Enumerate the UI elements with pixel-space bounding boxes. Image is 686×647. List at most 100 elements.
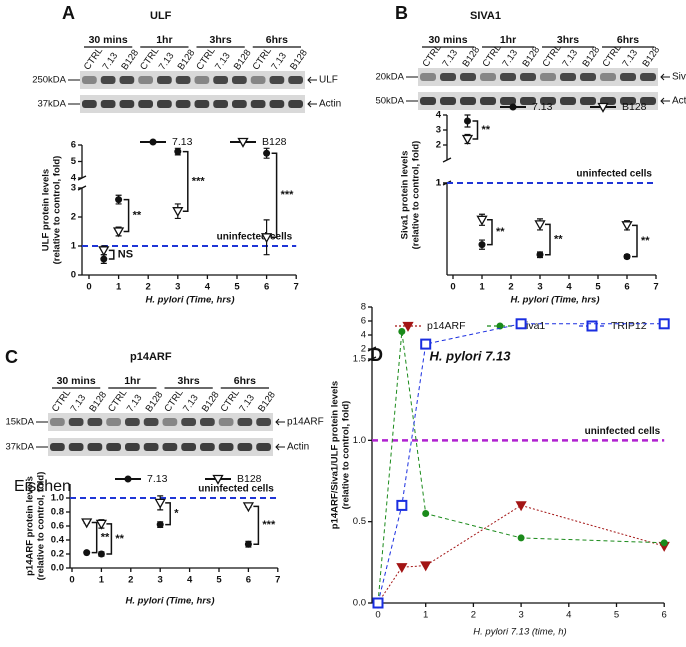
- y-axis-label: (relative to control, fold): [52, 156, 63, 265]
- panel-letter: D: [370, 345, 383, 365]
- blot-band: [138, 100, 153, 108]
- blot-band: [480, 97, 496, 105]
- band-arrow: [307, 76, 317, 84]
- data-point: [420, 338, 432, 350]
- significance: **: [554, 233, 563, 245]
- legend-label: 7.13: [147, 473, 168, 485]
- y-tick-label: 2: [361, 344, 366, 355]
- blot-band: [143, 443, 159, 451]
- blot-band: [87, 443, 103, 451]
- x-axis-label: H. pylori (Time, hrs): [125, 596, 214, 607]
- blot-band: [232, 100, 247, 108]
- blot-band: [218, 418, 234, 426]
- x-tick-label: 1: [423, 610, 428, 621]
- blot-group: 6hrs: [617, 34, 639, 46]
- legend-marker: [237, 137, 249, 148]
- blot-band: [256, 443, 271, 451]
- data-point: [660, 539, 668, 547]
- band-label: Actin: [319, 99, 341, 110]
- y-tick-label: 0.2: [51, 549, 64, 560]
- significance: ***: [192, 175, 206, 187]
- bracket: [91, 521, 98, 554]
- significance: NS: [118, 249, 133, 261]
- blot-band: [194, 76, 210, 84]
- blot-group: 30 mins: [428, 34, 467, 46]
- y-axis-label: (relative to control, fold): [341, 401, 352, 510]
- blot-band: [87, 418, 103, 426]
- blot-band: [460, 97, 476, 105]
- significance: **: [133, 209, 142, 221]
- blot-band: [480, 73, 496, 81]
- legend-marker: [597, 102, 609, 113]
- data-point: [422, 510, 430, 518]
- bracket: [271, 152, 278, 239]
- blot-group: 3hrs: [178, 375, 200, 387]
- band-label: p14ARF: [287, 417, 324, 428]
- legend-marker: [149, 138, 157, 146]
- lane-label: B128: [119, 48, 141, 72]
- blot-band: [440, 97, 456, 105]
- blot-band: [560, 73, 576, 81]
- x-axis-label: H. pylori 7.13 (time, h): [473, 627, 566, 638]
- lane-label: B128: [87, 390, 109, 414]
- x-tick-label: 1: [99, 575, 105, 586]
- y-axis-label: ULF protein levels: [41, 169, 52, 251]
- data-point: [100, 255, 108, 263]
- x-tick-label: 5: [234, 282, 240, 293]
- legend-label: B128: [622, 101, 647, 113]
- data-point: [372, 597, 384, 609]
- blot-group: 30 mins: [89, 34, 128, 46]
- band-label: Siva1: [672, 72, 686, 83]
- x-tick-label: 5: [216, 575, 222, 586]
- blot-band: [640, 73, 656, 81]
- y-tick-label: 1.0: [51, 493, 64, 504]
- x-tick-label: 1: [479, 282, 485, 293]
- lane-label: B128: [641, 45, 663, 69]
- legend-label: 7.13: [172, 136, 193, 148]
- legend-marker: [124, 475, 132, 483]
- panel-title: H. pylori 7.13: [430, 348, 512, 363]
- data-point: [396, 499, 408, 511]
- y-axis-label: (relative to control, fold): [36, 472, 47, 581]
- legend-label: B128: [237, 473, 262, 485]
- x-tick-label: 3: [158, 575, 163, 586]
- data-point: [534, 220, 546, 231]
- y-tick-label: 0.8: [51, 507, 64, 518]
- lane-label: B128: [581, 45, 603, 69]
- blot-band: [250, 76, 266, 84]
- y-tick-label: 1: [71, 241, 77, 252]
- bracket: [472, 120, 479, 140]
- significance: **: [641, 235, 650, 247]
- significance: ***: [262, 519, 276, 531]
- significance: **: [496, 226, 505, 238]
- blot-band: [68, 418, 84, 426]
- data-point: [115, 196, 123, 204]
- blot-band: [440, 73, 456, 81]
- y-tick-label: 2: [71, 212, 76, 223]
- blot-band: [82, 100, 97, 108]
- y-tick-label: 2: [436, 140, 441, 151]
- blot-group: 1hr: [156, 34, 172, 46]
- x-tick-label: 0: [86, 282, 91, 293]
- significance: **: [101, 531, 110, 543]
- data-point: [154, 498, 166, 509]
- blot-band: [106, 418, 121, 426]
- lane-label: CTRL: [138, 46, 161, 73]
- blot-band: [175, 76, 191, 84]
- bracket: [108, 249, 115, 260]
- x-tick-label: 4: [566, 610, 571, 621]
- blot-band: [520, 73, 536, 81]
- blot-band: [250, 100, 266, 108]
- x-tick-label: 7: [653, 282, 658, 293]
- significance: *: [174, 508, 179, 520]
- legend-marker: [496, 322, 504, 330]
- blot-strip: [80, 95, 305, 113]
- data-point: [478, 241, 486, 249]
- data-point: [515, 501, 527, 512]
- blot-band: [213, 76, 228, 84]
- blot-group: 6hrs: [234, 375, 256, 387]
- blot-band: [100, 100, 116, 108]
- legend-marker: [212, 474, 224, 485]
- blot-band: [106, 443, 121, 451]
